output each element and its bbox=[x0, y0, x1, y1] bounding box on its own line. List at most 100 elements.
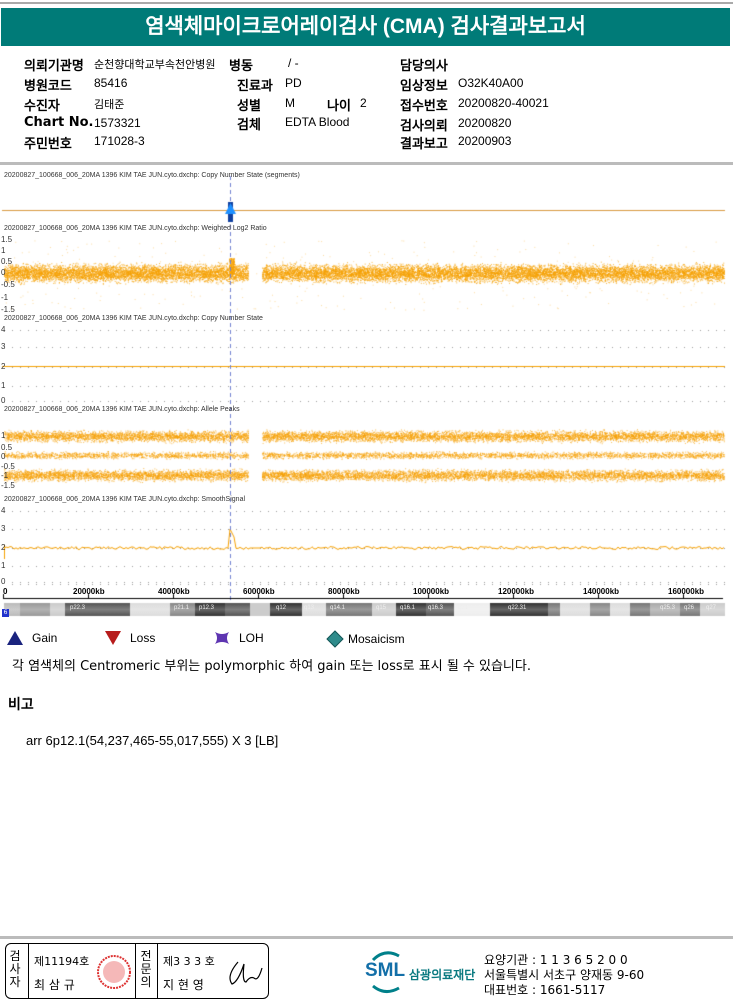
request-value: 20200820 bbox=[458, 116, 512, 130]
x-tick-label: 80000kb bbox=[328, 587, 360, 596]
loss-triangle-icon bbox=[105, 631, 121, 645]
legend-label: Gain bbox=[32, 631, 58, 645]
institution-value: 순천향대학교부속천안병원 bbox=[94, 58, 216, 71]
page-title: 염색체마이크로어레이검사 (CMA) 검사결과보고서 bbox=[1, 8, 730, 46]
care-code: 요양기관 : 1 1 3 6 5 2 0 0 bbox=[484, 953, 628, 967]
loh-cross-icon bbox=[215, 632, 229, 644]
clinical-value: O32K40A00 bbox=[458, 76, 524, 90]
y-tick-label: -1.5 bbox=[1, 305, 15, 314]
x-tick-label: 40000kb bbox=[158, 587, 190, 596]
dept-label: 진료과 bbox=[237, 79, 273, 94]
legend-label: LOH bbox=[239, 631, 264, 645]
chromosome-band-label: p12.3 bbox=[199, 605, 215, 611]
chromosome-band-label: q27 bbox=[706, 605, 717, 611]
id-value: 171028-3 bbox=[94, 134, 145, 148]
request-label: 검사의뢰 bbox=[400, 119, 448, 134]
org-name: 삼광의료재단 bbox=[409, 968, 476, 982]
panel-title: 20200827_100668_006_20MA 1396 KIM TAE JU… bbox=[4, 172, 300, 179]
chart-value: 1573321 bbox=[94, 116, 141, 130]
y-tick-label: 0 bbox=[1, 577, 6, 586]
panel-title: 20200827_100668_006_20MA 1396 KIM TAE JU… bbox=[4, 315, 263, 322]
logo-swoosh-icon bbox=[371, 951, 400, 993]
chromosome-band-label: q16.3 bbox=[428, 605, 444, 611]
chromosome-band-label: p22.3 bbox=[70, 605, 86, 611]
y-tick-label: 0 bbox=[1, 452, 6, 461]
specialist-label: 전문의 bbox=[140, 949, 152, 989]
age-value: 2 bbox=[360, 96, 367, 110]
legend-label: Loss bbox=[130, 631, 156, 645]
y-tick-label: 2 bbox=[1, 362, 6, 371]
specimen-label: 검체 bbox=[237, 118, 261, 133]
x-tick-label: 160000kb bbox=[668, 587, 705, 596]
y-tick-label: -1 bbox=[1, 293, 9, 302]
y-tick-label: 0 bbox=[1, 396, 6, 405]
x-tick-label: 140000kb bbox=[583, 587, 620, 596]
legend-loh: LOH bbox=[213, 630, 264, 646]
examiner-name: 최 삼 규 bbox=[34, 978, 75, 992]
y-tick-label: 3 bbox=[1, 342, 6, 351]
hospital-code-value: 85416 bbox=[94, 76, 128, 90]
phone: 대표번호 : 1661-5117 bbox=[484, 983, 606, 997]
y-tick-label: 1 bbox=[1, 561, 6, 570]
age-label: 나이 bbox=[327, 99, 351, 114]
patient-value: 김태준 bbox=[94, 98, 125, 111]
seal-stamp-icon bbox=[97, 955, 131, 989]
examiner-no: 제11194호 bbox=[34, 955, 90, 968]
receipt-label: 접수번호 bbox=[400, 99, 448, 114]
x-tick-label: 120000kb bbox=[498, 587, 535, 596]
y-tick-label: 1.5 bbox=[1, 235, 13, 244]
divider bbox=[0, 162, 733, 165]
legend-gain: Gain bbox=[6, 630, 57, 646]
remark-heading: 비고 bbox=[8, 697, 34, 713]
sex-label: 성별 bbox=[237, 99, 261, 114]
sex-value: M bbox=[285, 96, 295, 110]
y-tick-label: 2 bbox=[1, 543, 6, 552]
chromosome-number: 6 bbox=[2, 609, 9, 617]
receipt-value: 20200820-40021 bbox=[458, 96, 549, 110]
chromosome-band-label: q22.31 bbox=[508, 605, 527, 611]
y-tick-label: -0.5 bbox=[1, 462, 15, 471]
doctor-label: 담당의사 bbox=[400, 59, 448, 74]
chromosome-band-label: q15 bbox=[376, 605, 387, 611]
address: 서울특별시 서초구 양재동 9-60 bbox=[484, 968, 645, 982]
patient-label: 수진자 bbox=[24, 99, 60, 114]
logo-text: SML bbox=[365, 960, 406, 981]
x-tick-label: 20000kb bbox=[73, 587, 105, 596]
specimen-value: EDTA Blood bbox=[285, 115, 350, 129]
chromosome-band-label: q21 bbox=[458, 605, 469, 611]
y-tick-label: 4 bbox=[1, 325, 6, 334]
y-tick-label: -1 bbox=[1, 471, 9, 480]
remark-text: arr 6p12.1(54,237,465-55,017,555) X 3 [L… bbox=[26, 733, 279, 748]
y-tick-label: 1 bbox=[1, 246, 6, 255]
report-label: 결과보고 bbox=[400, 137, 448, 152]
footer-divider bbox=[0, 936, 733, 939]
hospital-code-label: 병원코드 bbox=[24, 79, 72, 94]
y-tick-label: -1.5 bbox=[1, 481, 15, 490]
chromosome-band-label: q13 bbox=[304, 605, 315, 611]
y-tick-label: 0 bbox=[1, 268, 6, 277]
x-tick-label: 0 bbox=[3, 587, 8, 596]
y-tick-label: -0.5 bbox=[1, 280, 15, 289]
chromosome-plot bbox=[0, 168, 733, 620]
institution-label: 의뢰기관명 bbox=[24, 59, 84, 74]
clinical-label: 임상정보 bbox=[400, 79, 448, 94]
x-tick-label: 60000kb bbox=[243, 587, 275, 596]
examiner-label: 검사자 bbox=[9, 949, 21, 989]
chromosome-band-label: q25.3 bbox=[660, 605, 676, 611]
mosaicism-diamond-icon bbox=[326, 630, 344, 648]
centromere-note: 각 염색체의 Centromeric 부위는 polymorphic 하여 ga… bbox=[12, 659, 531, 674]
panel-title: 20200827_100668_006_20MA 1396 KIM TAE JU… bbox=[4, 496, 246, 503]
y-tick-label: 4 bbox=[1, 506, 6, 515]
chromosome-band-label: q14.1 bbox=[330, 605, 346, 611]
chart-label: Chart No. bbox=[24, 115, 94, 130]
report-value: 20200903 bbox=[458, 134, 512, 148]
y-tick-label: 1 bbox=[1, 431, 6, 440]
legend-mosaicism: Mosaicism bbox=[326, 630, 405, 648]
y-tick-label: 0.5 bbox=[1, 257, 13, 266]
y-tick-label: 1 bbox=[1, 381, 6, 390]
specialist-no: 제3 3 3 호 bbox=[163, 955, 215, 968]
panel-title: 20200827_100668_006_20MA 1396 KIM TAE JU… bbox=[4, 225, 267, 232]
top-border bbox=[0, 2, 733, 4]
specialist-name: 지 현 영 bbox=[163, 978, 204, 992]
ward-label: 병동 bbox=[229, 59, 253, 74]
